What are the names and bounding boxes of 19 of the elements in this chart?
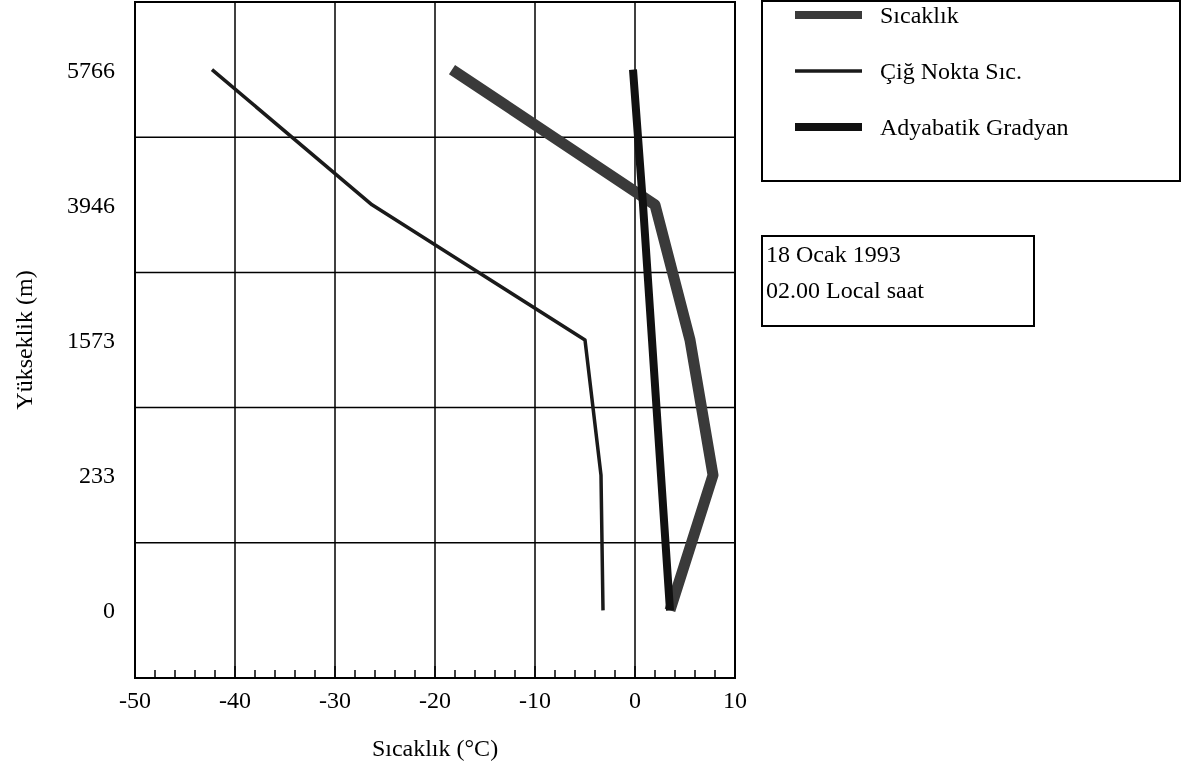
x-tick-label: 10 [723, 687, 747, 713]
x-tick-label: -40 [219, 687, 251, 713]
x-tick-label: -50 [119, 687, 151, 713]
x-tick-label: 0 [629, 687, 641, 713]
text: 18 Ocak 1993 [766, 241, 901, 267]
x-tick-label: -20 [419, 687, 451, 713]
x-tick-label: -30 [319, 687, 351, 713]
y-tick-label: 233 [79, 462, 115, 489]
y-tick-label: 3946 [67, 191, 115, 218]
legend-label: Çiğ Nokta Sıc. [880, 58, 1022, 84]
legend-label: Adyabatik Gradyan [880, 114, 1069, 140]
text: 02.00 Local saat [766, 277, 925, 303]
y-tick-label: 5766 [67, 56, 115, 83]
x-tick-label: -10 [519, 687, 551, 713]
legend-label: Sıcaklık [880, 2, 959, 28]
y-tick-label: 1573 [67, 327, 115, 353]
y-axis-title: Yükseklik (m) [11, 270, 37, 410]
x-axis-title: Sıcaklık (°C) [371, 735, 499, 761]
y-tick-label: 0 [103, 597, 115, 624]
